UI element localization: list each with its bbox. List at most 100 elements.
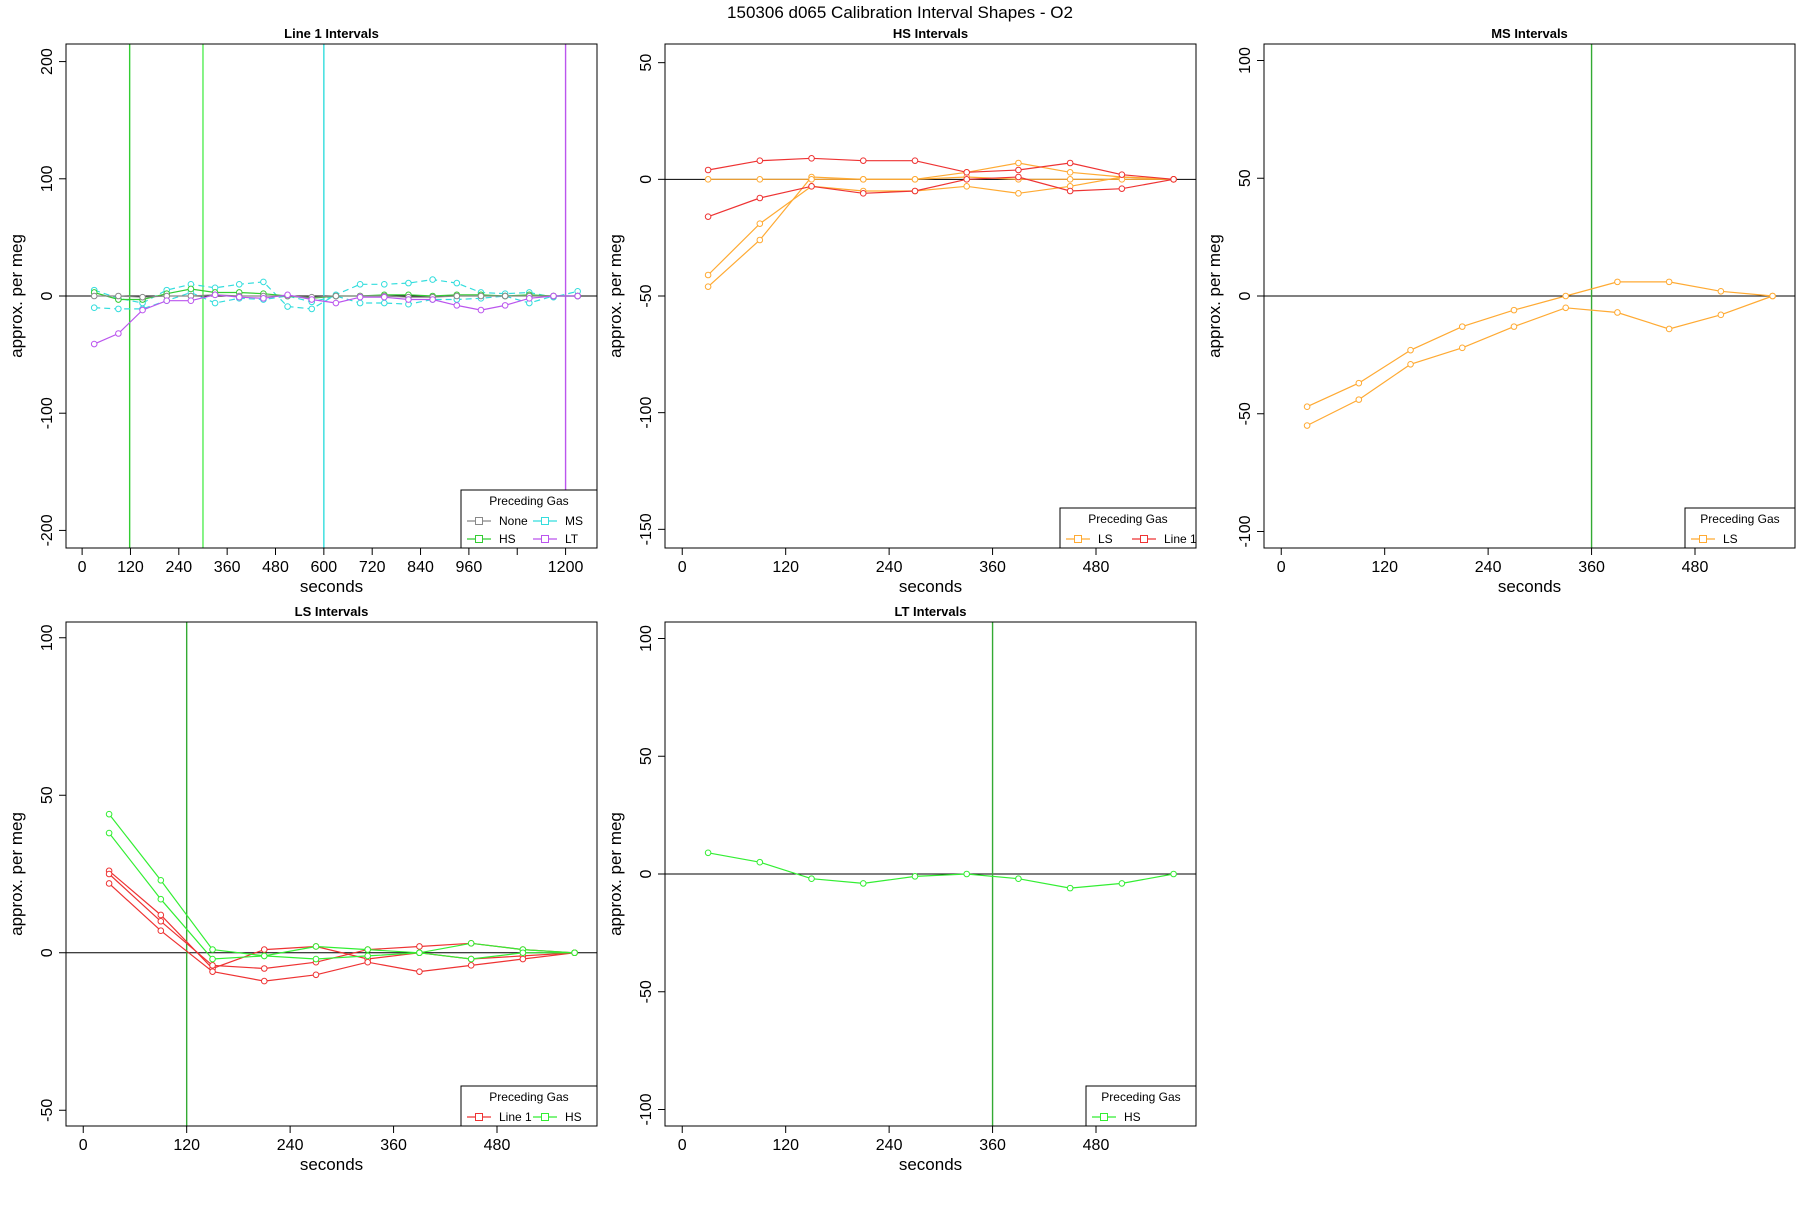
- legend: Preceding Gas HS: [1085, 1085, 1197, 1127]
- legend-title: Preceding Gas: [1101, 1090, 1180, 1104]
- y-axis-label: approx. per meg: [606, 812, 625, 936]
- data-point: [1665, 325, 1673, 333]
- data-point: [467, 962, 475, 969]
- y-tick-label: -100: [638, 1093, 655, 1125]
- series-line: [108, 870, 575, 970]
- data-point: [187, 285, 195, 293]
- data-point: [1118, 185, 1126, 192]
- data-point: [911, 157, 919, 164]
- series-line: [108, 832, 575, 960]
- series-line: [707, 162, 1174, 288]
- data-point: [1458, 323, 1466, 330]
- data-point: [332, 292, 340, 300]
- data-point: [911, 176, 919, 183]
- x-tick-label: 0: [78, 559, 87, 576]
- data-point: [209, 968, 216, 975]
- x-tick-label: 480: [1682, 559, 1709, 576]
- data-point: [90, 340, 98, 348]
- x-tick-label: 480: [1083, 1137, 1110, 1154]
- y-tick-label: 50: [39, 786, 56, 804]
- data-point: [963, 183, 971, 190]
- x-tick-label: 0: [678, 559, 687, 576]
- x-tick-label: 480: [1083, 559, 1110, 576]
- data-point: [416, 943, 423, 950]
- x-tick-label: 360: [380, 1137, 407, 1154]
- data-point: [105, 810, 113, 818]
- legend-title: Preceding Gas: [489, 1090, 568, 1104]
- data-point: [139, 306, 146, 314]
- legend-swatch-marker: [1100, 1113, 1108, 1121]
- data-point: [139, 293, 146, 301]
- chart-panel: Line 1 Intervals 0 120 240 360 480 600 720 840 96…: [7, 26, 598, 596]
- y-tick-label: 100: [638, 625, 655, 652]
- data-point: [1118, 880, 1126, 887]
- data-point: [859, 190, 867, 197]
- x-tick-label: 360: [979, 1137, 1006, 1154]
- legend-swatch-marker: [475, 535, 483, 543]
- y-axis-label: approx. per meg: [7, 812, 26, 936]
- series-group: [1303, 278, 1776, 429]
- data-point: [1066, 176, 1074, 183]
- data-point: [963, 169, 971, 176]
- data-point: [429, 296, 436, 303]
- data-point: [416, 949, 423, 957]
- data-point: [1355, 396, 1363, 403]
- data-point: [1562, 292, 1570, 300]
- series-line: [94, 291, 578, 310]
- series-line: [707, 176, 1174, 218]
- legend-title: Preceding Gas: [1088, 512, 1167, 526]
- legend-label: None: [499, 514, 528, 528]
- x-tick-label: 240: [876, 1137, 903, 1154]
- data-point: [756, 176, 764, 183]
- data-point: [1407, 360, 1414, 368]
- data-point: [115, 305, 122, 313]
- data-point: [209, 962, 216, 969]
- chart-title: LT Intervals: [894, 604, 966, 619]
- x-axis-label: seconds: [1498, 577, 1561, 596]
- data-point: [1717, 287, 1725, 295]
- data-point: [704, 166, 712, 174]
- y-tick-label: -200: [39, 514, 56, 546]
- x-tick-label: 480: [262, 559, 289, 576]
- legend-title: Preceding Gas: [1700, 512, 1779, 526]
- legend-label: LS: [1098, 532, 1113, 546]
- data-point: [1303, 422, 1311, 429]
- data-point: [260, 295, 267, 302]
- data-point: [1562, 304, 1570, 312]
- series-line: [707, 157, 1174, 180]
- data-point: [704, 271, 712, 279]
- x-tick-label: 0: [79, 1137, 88, 1154]
- legend-swatch-marker: [475, 1113, 483, 1121]
- chart-title: Line 1 Intervals: [284, 26, 379, 41]
- data-point: [284, 291, 291, 299]
- data-point: [157, 895, 165, 903]
- y-tick-label: 50: [638, 747, 655, 765]
- series-line: [108, 813, 575, 957]
- legend: Preceding Gas Line 1 HS: [460, 1085, 598, 1127]
- x-axis-label: seconds: [300, 1155, 363, 1174]
- data-point: [453, 279, 461, 287]
- chart-title: LS Intervals: [295, 604, 369, 619]
- series-group: [704, 849, 1177, 892]
- x-tick-label: 840: [407, 559, 434, 576]
- data-point: [405, 296, 412, 303]
- x-tick-label: 240: [165, 559, 192, 576]
- data-point: [416, 968, 423, 975]
- data-point: [115, 330, 122, 337]
- data-point: [405, 279, 412, 287]
- data-point: [574, 292, 581, 300]
- data-point: [260, 952, 268, 960]
- data-point: [1170, 870, 1177, 878]
- data-point: [260, 278, 267, 286]
- y-axis-label: approx. per meg: [7, 234, 26, 358]
- series-line: [708, 176, 1174, 180]
- data-point: [332, 299, 340, 307]
- plot-frame: [65, 621, 598, 1127]
- data-point: [284, 303, 291, 310]
- data-point: [187, 297, 195, 304]
- x-tick-label: 120: [173, 1137, 200, 1154]
- x-tick-label: 240: [277, 1137, 304, 1154]
- data-point: [756, 858, 764, 866]
- x-tick-label: 360: [214, 559, 241, 576]
